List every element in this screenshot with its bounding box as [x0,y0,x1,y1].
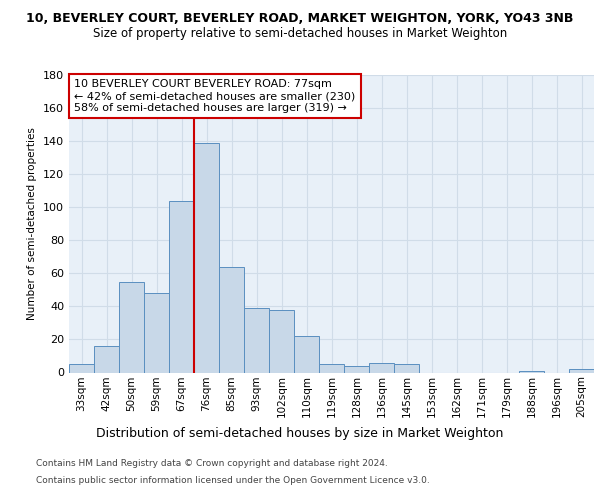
Y-axis label: Number of semi-detached properties: Number of semi-detached properties [28,128,37,320]
Bar [369,362,394,372]
Text: 10, BEVERLEY COURT, BEVERLEY ROAD, MARKET WEIGHTON, YORK, YO43 3NB: 10, BEVERLEY COURT, BEVERLEY ROAD, MARKE… [26,12,574,26]
Text: Contains public sector information licensed under the Open Government Licence v3: Contains public sector information licen… [36,476,430,485]
Text: Contains HM Land Registry data © Crown copyright and database right 2024.: Contains HM Land Registry data © Crown c… [36,458,388,468]
Bar [519,371,544,372]
Bar [294,336,319,372]
Bar [69,364,94,372]
Text: Distribution of semi-detached houses by size in Market Weighton: Distribution of semi-detached houses by … [97,428,503,440]
Bar [144,293,169,372]
Text: Size of property relative to semi-detached houses in Market Weighton: Size of property relative to semi-detach… [93,28,507,40]
Bar [119,282,144,372]
Bar [269,310,294,372]
Bar [94,346,119,372]
Bar [194,143,219,372]
Bar [569,369,594,372]
Bar [219,266,244,372]
Bar [394,364,419,372]
Bar [169,200,194,372]
Bar [344,366,369,372]
Text: 10 BEVERLEY COURT BEVERLEY ROAD: 77sqm
← 42% of semi-detached houses are smaller: 10 BEVERLEY COURT BEVERLEY ROAD: 77sqm ←… [74,80,355,112]
Bar [244,308,269,372]
Bar [319,364,344,372]
